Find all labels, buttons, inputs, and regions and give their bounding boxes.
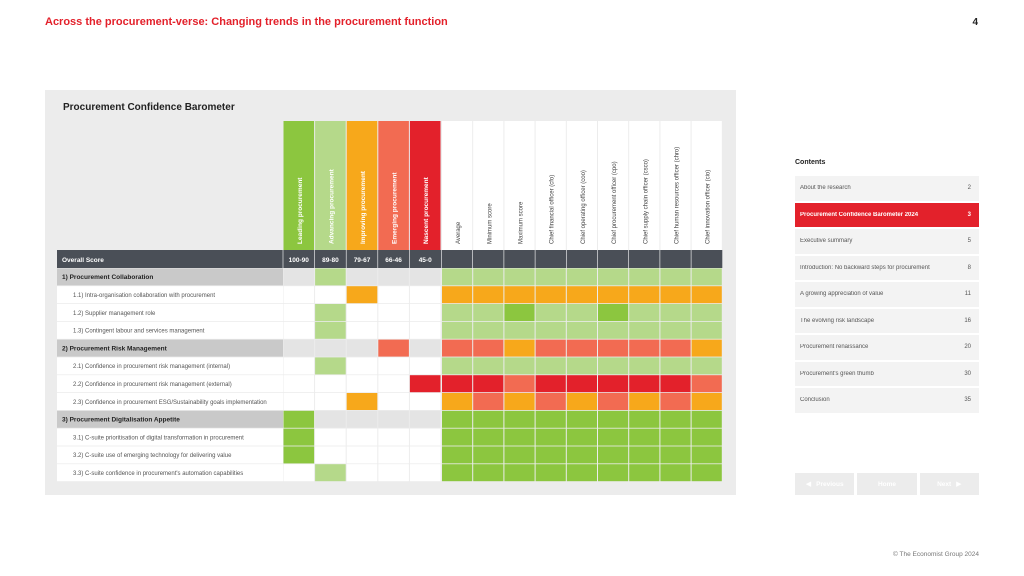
contents-item[interactable]: Introduction: No backward steps for proc… [795,255,979,280]
contents-heading: Contents [795,159,826,166]
contents-item-label: Introduction: No backward steps for proc… [800,264,930,271]
contents-item-page: 3 [967,211,971,218]
next-label: Next [937,480,952,488]
arrow-left-icon: ◀ [805,481,812,488]
contents-item-page: 11 [964,291,971,298]
contents-item-page: 35 [964,397,971,404]
home-label: Home [877,480,897,488]
page-navigation: ◀ Previous Home Next ▶ [795,473,979,495]
contents-item[interactable]: Procurement renaissance 20 [795,335,979,360]
contents-list: About the research 2 Procurement Confidenc… [795,176,979,415]
next-button[interactable]: Next ▶ [919,473,979,495]
contents-item[interactable]: A growing appreciation of value 11 [795,282,979,307]
page-title: Across the procurement-verse: Changing t… [45,16,448,28]
contents-item-page: 30 [964,370,971,377]
previous-button[interactable]: ◀ Previous [795,473,855,495]
contents-item[interactable]: Procurement Confidence Barometer 2024 3 [795,202,979,227]
contents-item-label: Procurement's green thumb [800,370,874,377]
contents-item-label: The evolving risk landscape [800,317,875,324]
contents-item-page: 5 [967,238,971,245]
arrow-right-icon: ▶ [956,481,962,488]
contents-item-label: Conclusion [800,397,830,404]
contents-item-page: 8 [967,264,971,271]
contents-item[interactable]: Executive summary 5 [795,229,979,254]
contents-item-label: A growing appreciation of value [800,291,884,298]
barometer-panel [45,90,736,495]
contents-item-label: Procurement renaissance [800,344,869,351]
page-number: 4 [972,17,978,28]
contents-item-page: 20 [964,344,971,351]
contents-item-page: 2 [967,185,971,192]
previous-label: Previous [816,480,844,488]
home-button[interactable]: Home [857,473,917,495]
contents-item[interactable]: The evolving risk landscape 16 [795,308,979,333]
contents-item[interactable]: Conclusion 35 [795,388,979,413]
contents-item[interactable]: Procurement's green thumb 30 [795,361,979,386]
contents-item-label: Procurement Confidence Barometer 2024 [800,211,919,218]
contents-item[interactable]: About the research 2 [795,176,979,201]
contents-item-page: 16 [964,317,971,324]
copyright: © The Economist Group 2024 [893,551,979,558]
contents-item-label: Executive summary [800,238,853,245]
barometer-title: Procurement Confidence Barometer [63,102,235,113]
contents-item-label: About the research [800,185,851,192]
